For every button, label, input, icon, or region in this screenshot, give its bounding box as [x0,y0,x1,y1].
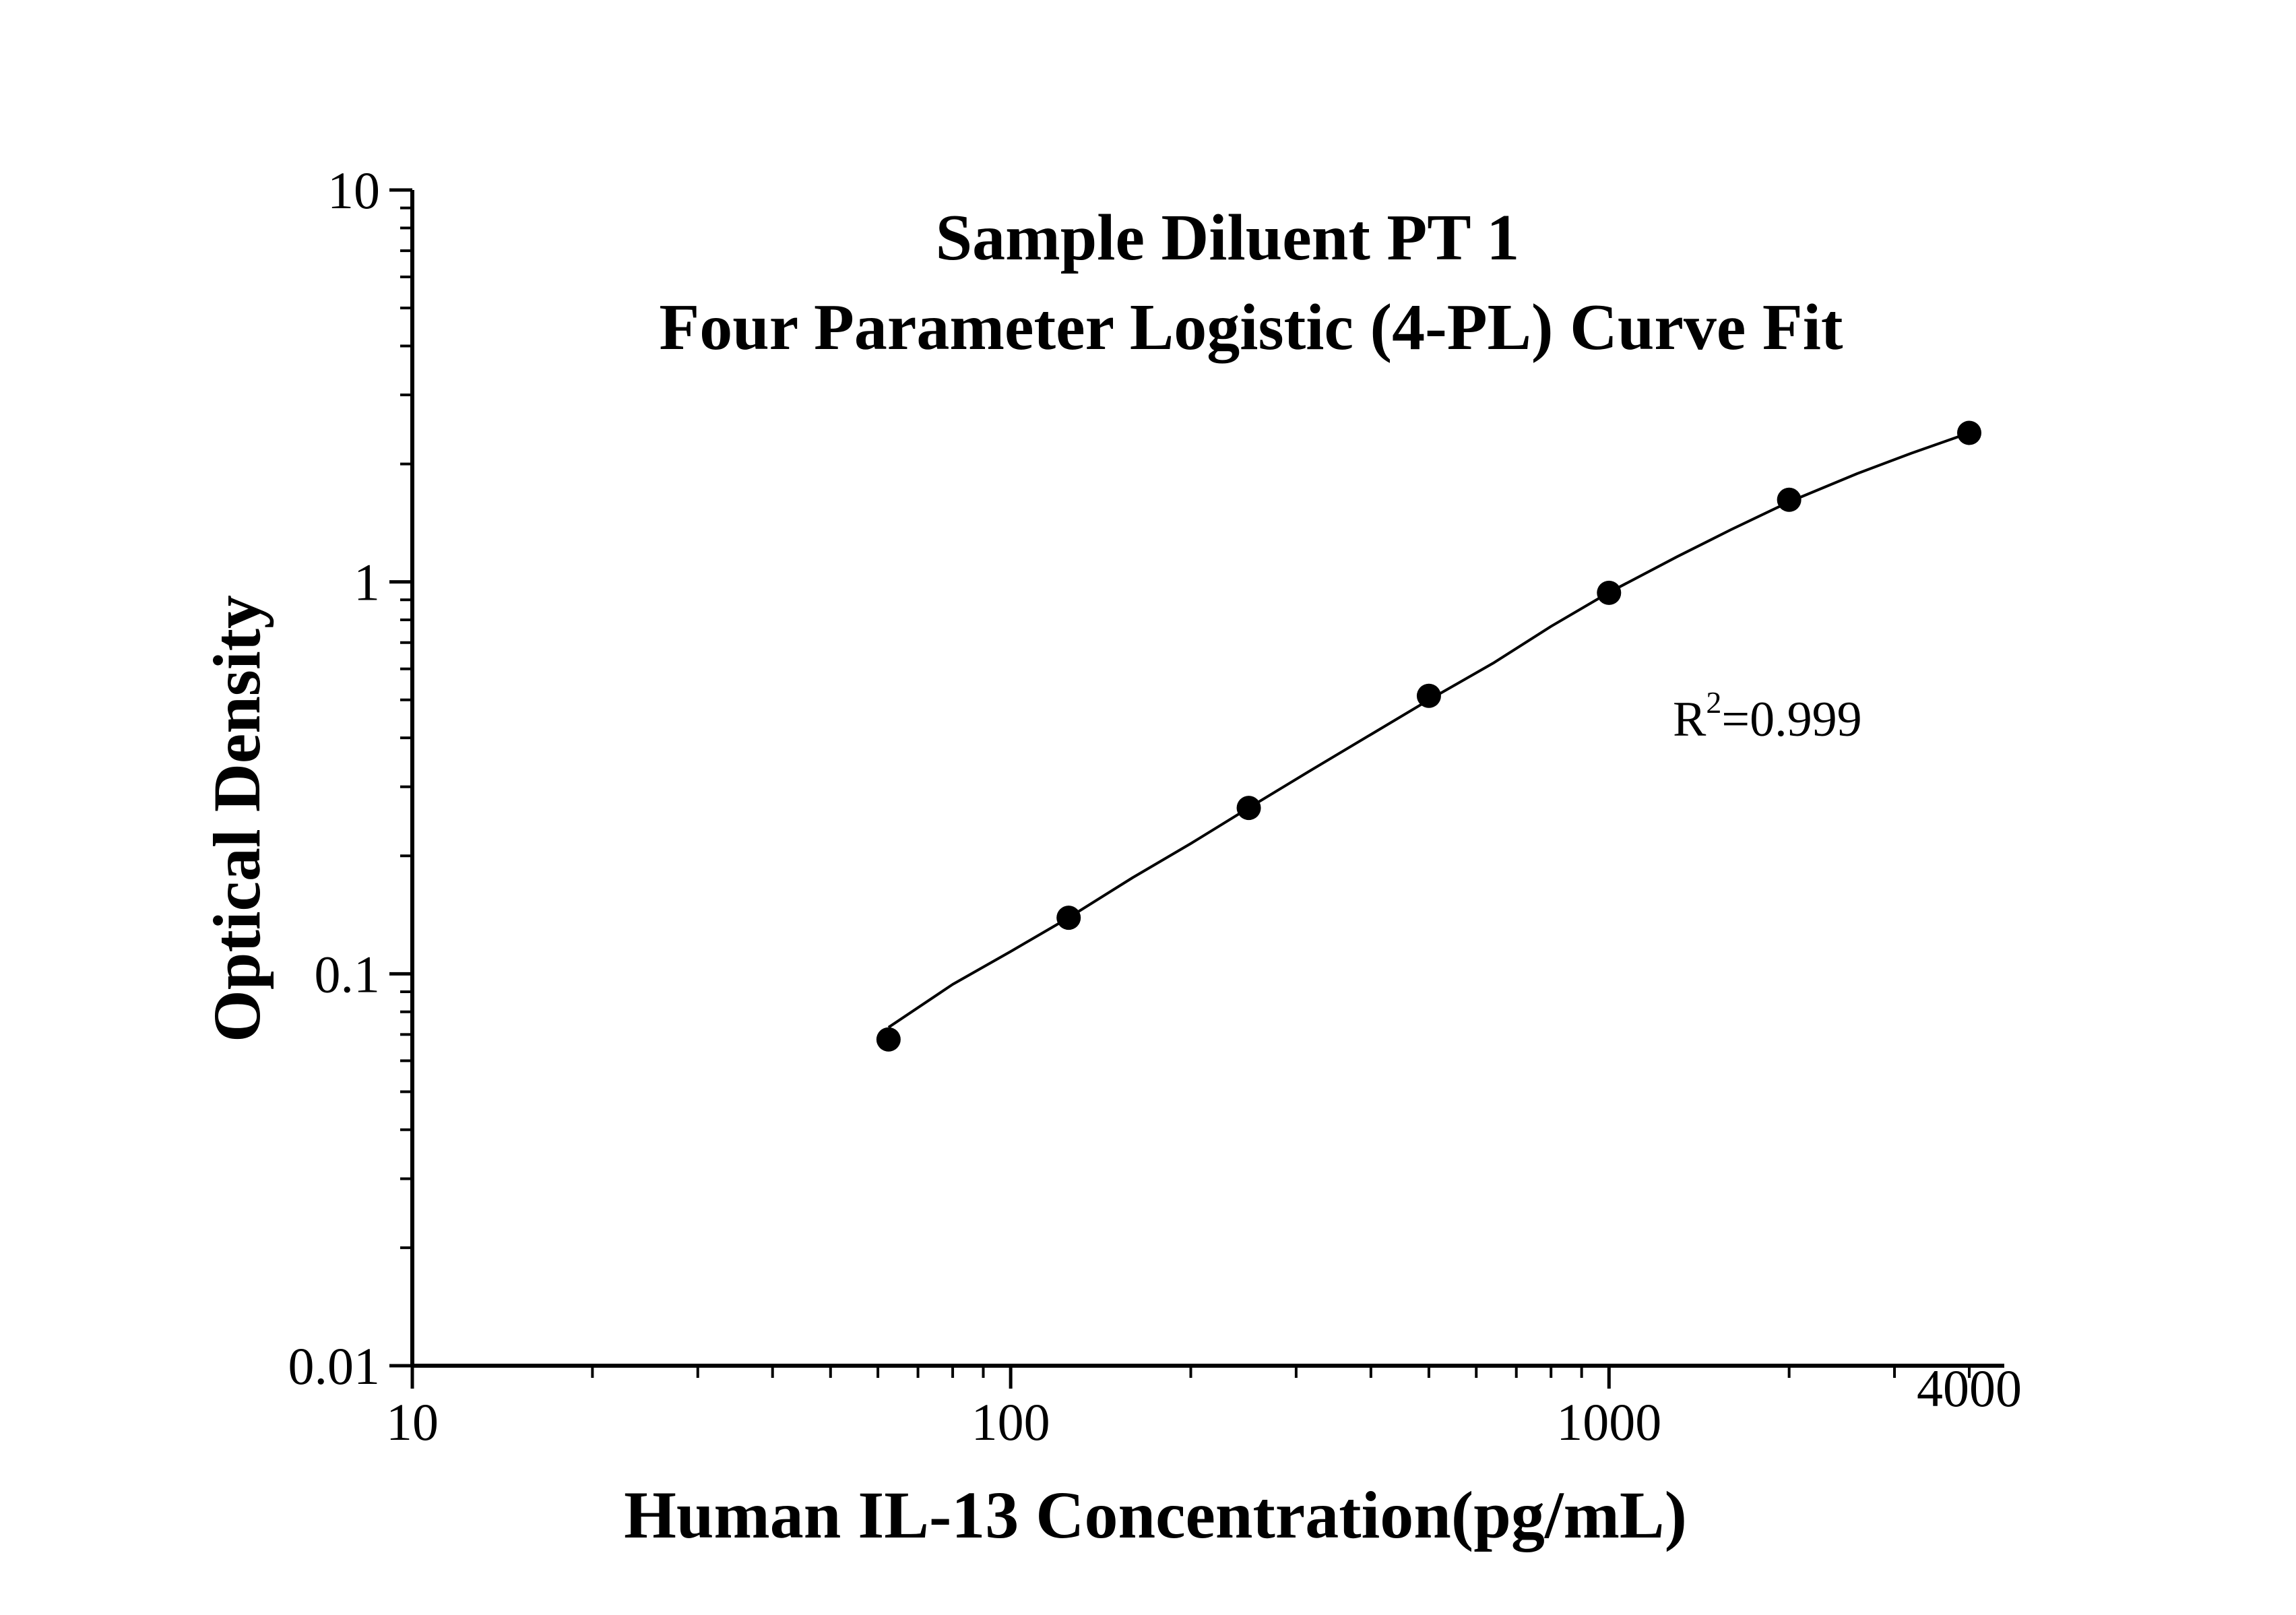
data-points-layer [876,420,1981,1052]
tick-labels: 0.01 0.1 1 10 10 100 1000 4000 [288,161,2022,1451]
y-tick-label: 10 [327,161,380,220]
axes [389,188,2004,1389]
data-point [1236,796,1261,821]
data-point [1777,487,1801,512]
data-point [1416,683,1441,708]
chart-title-line1: Sample Diluent PT 1 [936,201,1520,274]
x-tick-label: 4000 [1917,1359,2022,1418]
chart-title-line2: Four Parameter Logistic (4-PL) Curve Fit [659,291,1843,364]
y-tick-label: 1 [354,553,380,612]
data-point [876,1027,901,1052]
y-axis-label: Optical Density [199,595,274,1042]
x-tick-label: 100 [971,1393,1050,1451]
y-tick-label: 0.1 [315,945,381,1003]
data-point [1597,580,1622,605]
data-point [1056,906,1081,930]
x-tick-label: 1000 [1556,1393,1661,1451]
x-tick-label: 10 [386,1393,439,1451]
data-point [1957,420,1981,445]
y-tick-label: 0.01 [288,1337,381,1395]
r-squared-annotation: R2=0.999 [1673,685,1862,747]
x-axis-label: Human IL-13 Concentration(pg/mL) [624,1478,1687,1552]
